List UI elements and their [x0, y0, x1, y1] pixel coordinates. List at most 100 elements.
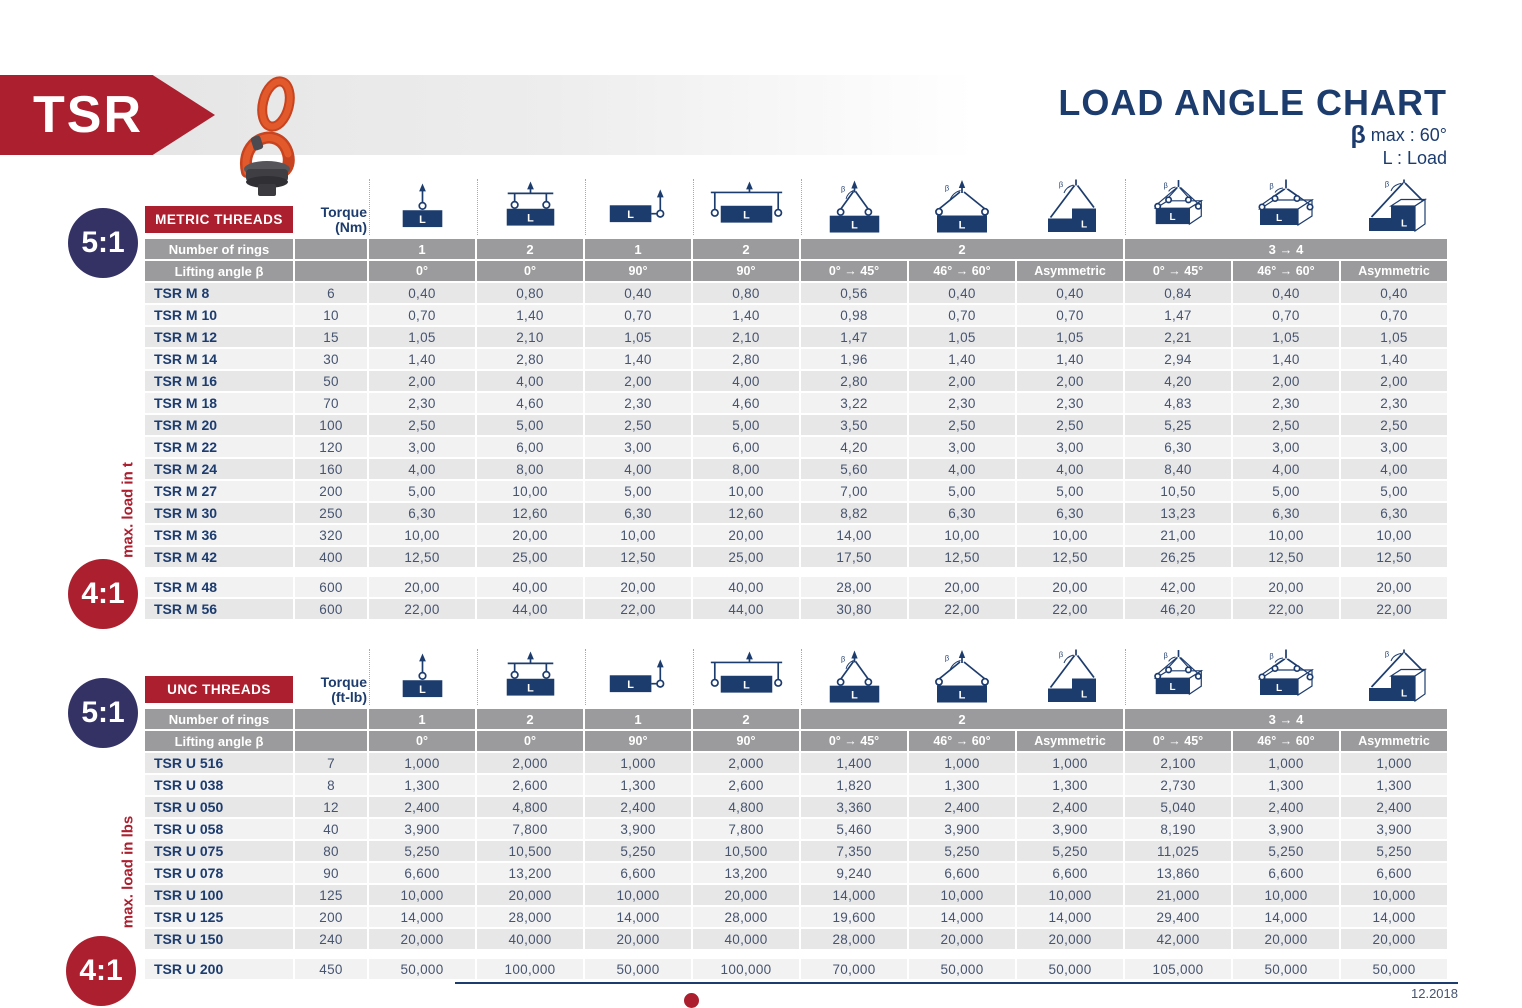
ratio-badge-5-1-unc: 5:1	[68, 678, 138, 748]
load-value-cell: 4,800	[693, 797, 799, 817]
torque-cell: 200	[295, 481, 367, 501]
svg-text:L: L	[743, 680, 750, 692]
load-value-cell: 4,60	[693, 393, 799, 413]
load-value-cell: 22,00	[585, 599, 691, 619]
load-value-cell: 50,000	[1233, 959, 1339, 979]
load-value-cell: 1,40	[693, 305, 799, 325]
svg-text:β: β	[945, 654, 950, 663]
load-value-cell: 1,40	[585, 349, 691, 369]
load-value-cell: 4,00	[477, 371, 583, 391]
model-cell: TSR M 36	[145, 525, 293, 545]
lifting-angle-cell: 46° → 60°	[909, 731, 1015, 751]
load-value-cell: 1,400	[801, 753, 907, 773]
load-value-cell: 1,300	[585, 775, 691, 795]
load-value-cell: 2,30	[1017, 393, 1123, 413]
lifting-angle-cell: Asymmetric	[1341, 731, 1447, 751]
lifting-angle-cell: 46° → 60°	[1233, 261, 1339, 281]
load-value-cell: 1,47	[1125, 305, 1231, 325]
svg-text:L: L	[627, 679, 634, 691]
angle-row-torque-spacer	[295, 261, 367, 281]
svg-text:L: L	[1276, 683, 1282, 694]
load-value-cell: 1,05	[369, 327, 475, 347]
model-cell: TSR U 200	[145, 959, 293, 979]
load-value-cell: 4,00	[1233, 459, 1339, 479]
load-value-cell: 19,600	[801, 907, 907, 927]
load-value-cell: 3,900	[909, 819, 1015, 839]
load-value-cell: 2,30	[585, 393, 691, 413]
load-value-cell: 14,000	[801, 885, 907, 905]
load-value-cell: 0,80	[693, 283, 799, 303]
load-value-cell: 12,60	[477, 503, 583, 523]
load-value-cell: 10,000	[1233, 885, 1339, 905]
model-cell: TSR M 18	[145, 393, 293, 413]
lifting-angle-cell: 0°	[369, 731, 475, 751]
svg-text:L: L	[1401, 689, 1407, 700]
load-value-cell: 1,05	[909, 327, 1015, 347]
svg-text:L: L	[419, 684, 426, 696]
load-value-cell: 0,70	[1017, 305, 1123, 325]
load-value-cell: 20,000	[477, 885, 583, 905]
load-value-cell: 6,30	[909, 503, 1015, 523]
lifting-angle-cell: 90°	[585, 261, 691, 281]
torque-cell: 125	[295, 885, 367, 905]
lifting-angle-cell: 0° → 45°	[1125, 261, 1231, 281]
svg-text:L: L	[419, 214, 426, 226]
load-value-cell: 2,10	[477, 327, 583, 347]
load-value-cell: 4,20	[1125, 371, 1231, 391]
load-value-cell: 2,000	[477, 753, 583, 773]
beta-symbol: β	[1350, 121, 1366, 149]
load-value-cell: 46,20	[1125, 599, 1231, 619]
load-value-cell: 6,00	[477, 437, 583, 457]
load-value-cell: 10,00	[477, 481, 583, 501]
load-value-cell: 14,000	[1341, 907, 1447, 927]
load-value-cell: 4,83	[1125, 393, 1231, 413]
load-value-cell: 44,00	[693, 599, 799, 619]
load-value-cell: 9,240	[801, 863, 907, 883]
load-value-cell: 2,10	[693, 327, 799, 347]
angle-row-label: Lifting angle β	[145, 261, 293, 281]
product-code: TSR	[33, 86, 143, 144]
svg-text:β: β	[1163, 181, 1167, 190]
model-cell: TSR M 42	[145, 547, 293, 567]
load-value-cell: 20,000	[585, 929, 691, 949]
load-value-cell: 100,000	[477, 959, 583, 979]
load-value-cell: 13,860	[1125, 863, 1231, 883]
ratio-badge-4-1-metric: 4:1	[68, 559, 138, 629]
load-value-cell: 2,400	[585, 797, 691, 817]
load-value-cell: 2,00	[585, 371, 691, 391]
load-value-cell: 7,350	[801, 841, 907, 861]
model-cell: TSR M 12	[145, 327, 293, 347]
load-value-cell: 20,00	[1341, 577, 1447, 597]
load-value-cell: 0,70	[369, 305, 475, 325]
load-value-cell: 10,000	[1017, 885, 1123, 905]
angle-row-torque-spacer	[295, 731, 367, 751]
load-value-cell: 2,50	[369, 415, 475, 435]
load-value-cell: 10,00	[693, 481, 799, 501]
beta-note: β max : 60°	[1350, 121, 1448, 149]
svg-text:β: β	[1385, 650, 1390, 659]
load-value-cell: 10,00	[1341, 525, 1447, 545]
load-value-cell: 8,40	[1125, 459, 1231, 479]
load-value-cell: 11,025	[1125, 841, 1231, 861]
load-value-cell: 5,00	[477, 415, 583, 435]
load-value-cell: 28,00	[801, 577, 907, 597]
load-value-cell: 1,40	[1017, 349, 1123, 369]
load-value-cell: 5,00	[1017, 481, 1123, 501]
footer-date: 12.2018	[1411, 986, 1458, 1001]
load-value-cell: 2,00	[1017, 371, 1123, 391]
load-value-cell: 20,000	[693, 885, 799, 905]
load-value-cell: 20,00	[477, 525, 583, 545]
svg-text:L: L	[1276, 213, 1282, 224]
svg-text:L: L	[527, 213, 534, 225]
rings-count-cell: 3 → 4	[1125, 709, 1447, 729]
load-value-cell: 1,300	[1341, 775, 1447, 795]
load-value-cell: 0,40	[1341, 283, 1447, 303]
load-value-cell: 7,00	[801, 481, 907, 501]
svg-text:L: L	[1170, 682, 1176, 693]
load-value-cell: 2,00	[909, 371, 1015, 391]
load-value-cell: 2,30	[369, 393, 475, 413]
